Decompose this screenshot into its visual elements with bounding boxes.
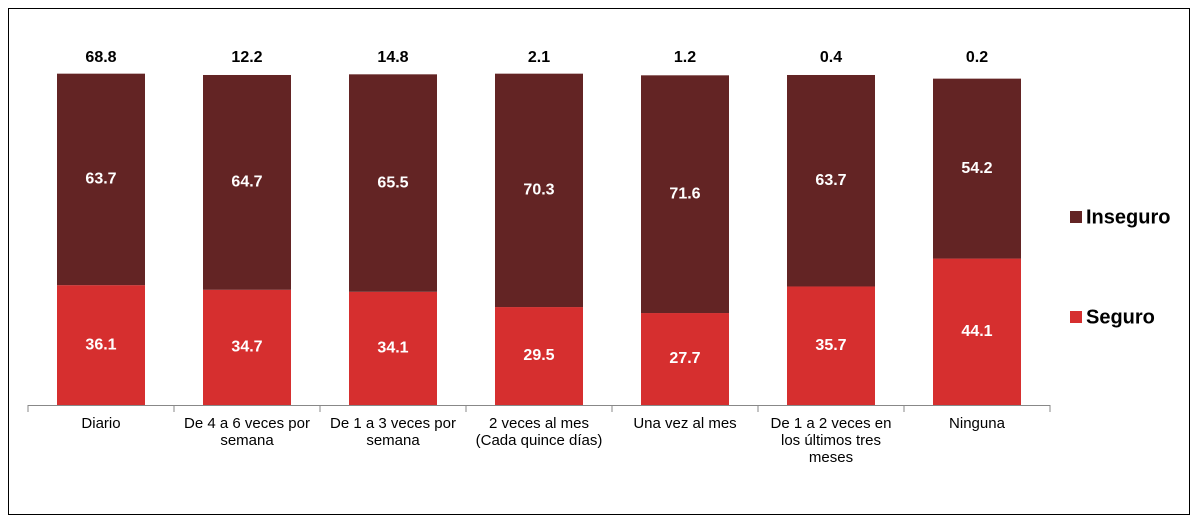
bar-segment <box>641 75 729 314</box>
value-label: 63.7 <box>85 171 116 188</box>
value-label: 27.7 <box>669 350 700 367</box>
value-label: 65.5 <box>377 174 408 191</box>
bar-segment <box>933 258 1021 405</box>
bar-segment <box>787 286 875 405</box>
x-tick-label: De 1 a 3 veces por semana <box>330 415 456 449</box>
bar-segment <box>57 73 145 286</box>
x-tick-label: Diario <box>81 415 121 432</box>
value-label: 70.3 <box>523 182 554 199</box>
x-tick-label: De 4 a 6 veces por semana <box>184 415 310 449</box>
legend-swatch <box>1070 311 1082 323</box>
bar-segment <box>641 313 729 405</box>
total-label: 0.4 <box>820 49 842 66</box>
legend-swatch <box>1070 211 1082 223</box>
bar-segment <box>203 289 291 405</box>
value-label: 29.5 <box>523 347 554 364</box>
value-label: 54.2 <box>961 160 992 177</box>
value-label: 64.7 <box>231 174 262 191</box>
bar-segment <box>933 78 1021 259</box>
value-label: 71.6 <box>669 185 700 202</box>
legend-label: Seguro <box>1086 306 1155 328</box>
x-tick-label: Ninguna <box>949 415 1005 432</box>
bar-segment <box>203 74 291 290</box>
value-label: 36.1 <box>85 336 116 353</box>
value-label: 35.7 <box>815 337 846 354</box>
legend-label: Inseguro <box>1086 206 1170 228</box>
chart-border <box>8 8 1190 515</box>
value-label: 44.1 <box>961 323 992 340</box>
bar-segment <box>349 74 437 292</box>
total-label: 68.8 <box>85 49 116 66</box>
total-label: 12.2 <box>231 49 262 66</box>
x-tick-label: De 1 a 2 veces en los últimos tres meses <box>770 415 892 466</box>
x-tick-label: Una vez al mes <box>633 415 737 432</box>
bar-segment <box>349 291 437 405</box>
bar-segment <box>495 307 583 405</box>
total-label: 14.8 <box>377 49 408 66</box>
x-tick-label: 2 veces al mes (Cada quince días) <box>475 415 603 449</box>
bar-segment <box>787 74 875 287</box>
total-label: 1.2 <box>674 49 696 66</box>
total-label: 0.2 <box>966 49 988 66</box>
bar-segment <box>57 285 145 405</box>
bar-segment <box>495 73 583 308</box>
value-label: 34.7 <box>231 339 262 356</box>
total-label: 2.1 <box>528 49 550 66</box>
value-label: 63.7 <box>815 172 846 189</box>
value-label: 34.1 <box>377 340 408 357</box>
